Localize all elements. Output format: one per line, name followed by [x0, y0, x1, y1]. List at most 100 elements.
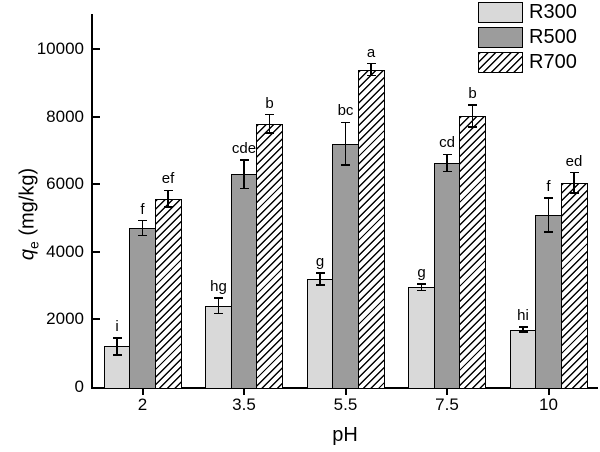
error-bar-cap-bottom	[544, 231, 553, 233]
x-tick-label: 7.5	[435, 395, 459, 414]
error-bar-cap-bottom	[239, 187, 249, 189]
error-bar-cap-top	[569, 171, 579, 174]
significance-label: ef	[161, 170, 175, 188]
significance-label: b	[468, 84, 477, 102]
x-tick	[243, 389, 245, 395]
legend-swatch-R500	[478, 27, 523, 48]
error-bar-cap-top	[239, 159, 249, 161]
error-bar-cap-bottom	[442, 170, 452, 173]
bar-R300-pH5.5	[306, 278, 334, 389]
bar-R500-pH2	[129, 228, 156, 389]
error-bar-cap-bottom	[315, 284, 325, 286]
error-bar-cap-top	[468, 104, 477, 106]
error-bar-cap-bottom	[138, 234, 147, 237]
error-bar-cap-top	[518, 326, 528, 328]
y-axis-line	[91, 14, 93, 389]
error-bar-cap-top	[138, 219, 147, 222]
significance-label: f	[546, 178, 551, 196]
y-tick	[93, 183, 100, 186]
error-bar-cap-top	[265, 113, 274, 116]
bar-R700-pH3.5	[256, 123, 283, 389]
significance-label: a	[366, 43, 376, 61]
significance-label: cd	[439, 134, 455, 152]
legend-label-R500: R500	[529, 26, 577, 48]
error-bar-cap-top	[544, 197, 553, 199]
significance-label: hi	[517, 306, 529, 324]
error-bar-cap-top	[163, 189, 173, 192]
significance-label: cde	[231, 139, 257, 157]
bar-R700-pH10	[560, 182, 588, 389]
error-bar-line	[319, 272, 321, 285]
x-tick	[547, 389, 550, 395]
error-bar-line	[522, 326, 524, 333]
error-bar-cap-top	[417, 283, 426, 285]
error-bar-line	[370, 63, 372, 76]
significance-label: f	[140, 200, 145, 218]
error-bar-cap-top	[214, 297, 223, 299]
error-bar-line	[344, 122, 347, 165]
significance-label: ed	[565, 152, 583, 170]
legend-item-R700: R700	[478, 52, 577, 73]
y-tick	[93, 318, 100, 321]
error-bar-cap-top	[112, 337, 122, 339]
bar-R300-pH3.5	[205, 305, 232, 389]
y-tick-label: 8000	[46, 106, 84, 126]
error-bar-cap-top	[366, 62, 376, 65]
error-bar-cap-bottom	[518, 331, 528, 333]
bar-R700-pH5.5	[357, 69, 385, 389]
error-bar-line	[547, 198, 550, 232]
error-bar-line	[141, 220, 144, 236]
error-bar-line	[573, 172, 575, 193]
legend-swatch-R300	[478, 2, 523, 23]
bar-R700-pH7.5	[459, 115, 486, 389]
bar-R500-pH3.5	[230, 174, 258, 389]
error-bar-cap-bottom	[366, 74, 376, 77]
error-bar-cap-top	[341, 121, 350, 124]
x-tick	[344, 389, 347, 395]
legend-item-R500: R500	[478, 27, 577, 48]
error-bar-cap-bottom	[417, 289, 426, 292]
y-tick	[93, 115, 100, 118]
bar-R300-pH7.5	[408, 287, 435, 389]
legend-label-R700: R700	[529, 51, 577, 73]
error-bar-cap-bottom	[214, 312, 223, 315]
error-bar-cap-bottom	[163, 206, 173, 208]
error-bar-line	[471, 104, 474, 128]
significance-label: bc	[337, 102, 354, 120]
x-axis-label: pH	[332, 424, 358, 446]
significance-label: i	[115, 317, 119, 335]
error-bar-cap-top	[442, 153, 452, 156]
error-bar-cap-bottom	[112, 354, 122, 356]
bar-R500-pH7.5	[433, 162, 461, 389]
error-bar-cap-bottom	[341, 164, 350, 166]
error-bar-line	[268, 114, 271, 133]
y-tick-label: 6000	[46, 174, 84, 194]
legend-label-R300: R300	[529, 1, 577, 23]
legend-swatch-R700	[478, 52, 523, 73]
x-tick-label: 5.5	[333, 395, 358, 414]
bar-R700-pH2	[154, 198, 182, 389]
x-tick	[446, 389, 448, 395]
x-tick	[141, 389, 144, 395]
y-tick-label: 2000	[46, 309, 84, 329]
error-bar-line	[420, 283, 423, 291]
error-bar-line	[167, 190, 169, 208]
error-bar-cap-bottom	[468, 126, 477, 128]
x-tick-label: 2	[137, 395, 148, 414]
bar-R300-pH10	[509, 329, 537, 389]
error-bar-line	[243, 159, 245, 189]
error-bar-line	[446, 154, 448, 172]
error-bar-cap-top	[315, 272, 325, 274]
significance-label: hg	[210, 278, 227, 296]
error-bar-line	[217, 298, 220, 314]
bar-R500-pH5.5	[332, 143, 359, 389]
y-tick-label: 4000	[46, 241, 84, 261]
x-tick-label: 3.5	[232, 395, 256, 414]
significance-label: g	[315, 252, 325, 270]
error-bar-cap-bottom	[265, 132, 274, 134]
y-tick	[93, 250, 100, 253]
error-bar-cap-bottom	[569, 192, 579, 194]
legend-item-R300: R300	[478, 2, 577, 23]
bar-R500-pH10	[535, 214, 562, 389]
